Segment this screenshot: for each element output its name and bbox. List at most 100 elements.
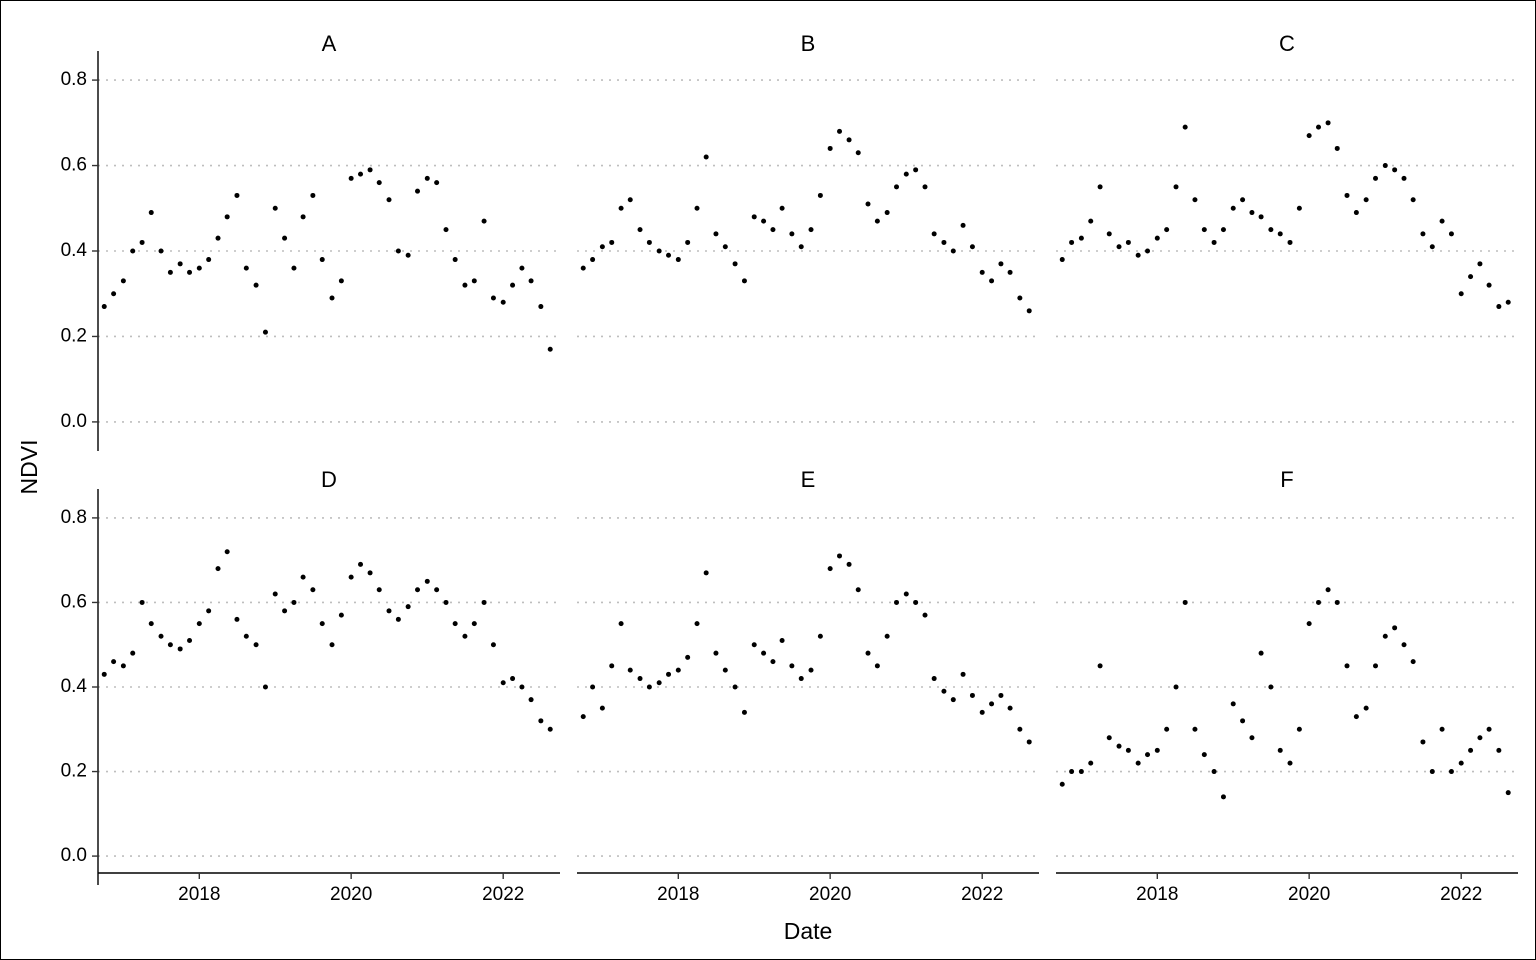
y-tick-label: 0.8 bbox=[61, 69, 87, 90]
data-point bbox=[1125, 239, 1131, 245]
data-point bbox=[618, 621, 624, 627]
data-point bbox=[1192, 726, 1198, 732]
data-point bbox=[969, 692, 975, 698]
data-point bbox=[685, 654, 691, 660]
x-tick-label: 2020 bbox=[1288, 884, 1330, 905]
data-point bbox=[424, 175, 430, 181]
data-point bbox=[415, 188, 421, 194]
y-tick-label: 0.0 bbox=[61, 411, 87, 432]
data-point bbox=[1173, 684, 1179, 690]
data-point bbox=[1296, 205, 1302, 211]
data-point bbox=[1468, 747, 1474, 753]
data-point bbox=[685, 239, 691, 245]
data-point bbox=[694, 205, 700, 211]
data-point bbox=[1220, 794, 1226, 800]
data-point bbox=[599, 244, 605, 250]
data-point bbox=[481, 218, 487, 224]
x-tick-label: 2022 bbox=[482, 884, 524, 905]
data-point bbox=[358, 171, 364, 177]
data-point bbox=[713, 231, 719, 237]
data-point bbox=[206, 608, 212, 614]
data-point bbox=[1373, 663, 1379, 669]
data-point bbox=[580, 714, 586, 720]
x-tick-label: 2022 bbox=[961, 884, 1003, 905]
data-point bbox=[827, 145, 833, 151]
data-point bbox=[1439, 218, 1445, 224]
data-point bbox=[1097, 184, 1103, 190]
data-point bbox=[969, 244, 975, 250]
data-point bbox=[434, 587, 440, 593]
data-point bbox=[761, 650, 767, 656]
y-tick-label: 0.4 bbox=[61, 240, 88, 261]
data-point bbox=[196, 621, 202, 627]
data-point bbox=[1116, 244, 1122, 250]
data-point bbox=[855, 587, 861, 593]
data-point bbox=[1382, 633, 1388, 639]
data-point bbox=[941, 688, 947, 694]
data-point bbox=[998, 261, 1004, 267]
data-point bbox=[903, 171, 909, 177]
data-point bbox=[148, 210, 154, 216]
x-tick-label: 2018 bbox=[657, 884, 699, 905]
data-point bbox=[272, 205, 278, 211]
data-point bbox=[1088, 218, 1094, 224]
data-point bbox=[950, 697, 956, 703]
data-point bbox=[618, 205, 624, 211]
data-point bbox=[846, 137, 852, 143]
x-tick-label: 2022 bbox=[1440, 884, 1482, 905]
data-point bbox=[741, 709, 747, 715]
data-point bbox=[979, 709, 985, 715]
data-point bbox=[224, 214, 230, 220]
data-point bbox=[789, 231, 795, 237]
data-point bbox=[666, 671, 672, 677]
data-point bbox=[367, 167, 373, 173]
data-point bbox=[1373, 175, 1379, 181]
data-point bbox=[1154, 747, 1160, 753]
data-point bbox=[510, 282, 516, 288]
data-point bbox=[395, 616, 401, 622]
data-point bbox=[1429, 769, 1435, 775]
data-point bbox=[1439, 726, 1445, 732]
data-point bbox=[779, 638, 785, 643]
data-point bbox=[215, 566, 221, 572]
data-point bbox=[319, 257, 325, 263]
data-point bbox=[694, 621, 700, 627]
data-point bbox=[1154, 235, 1160, 241]
data-point bbox=[111, 291, 117, 297]
data-point bbox=[874, 218, 880, 224]
data-point bbox=[1344, 663, 1350, 669]
y-tick-label: 0.0 bbox=[61, 845, 87, 866]
data-point bbox=[798, 244, 804, 250]
data-point bbox=[120, 278, 126, 284]
data-point bbox=[234, 616, 240, 622]
data-point bbox=[1220, 227, 1226, 233]
data-point bbox=[922, 612, 928, 618]
data-point bbox=[519, 265, 525, 271]
data-point bbox=[1211, 769, 1217, 775]
data-point bbox=[262, 684, 268, 690]
data-point bbox=[1429, 244, 1435, 250]
data-point bbox=[253, 282, 259, 288]
data-point bbox=[1458, 760, 1464, 766]
data-point bbox=[348, 175, 354, 181]
data-point bbox=[817, 192, 823, 198]
data-point bbox=[405, 604, 411, 610]
data-point bbox=[1325, 587, 1331, 593]
data-point bbox=[358, 561, 364, 567]
data-point bbox=[1249, 735, 1255, 741]
data-point bbox=[187, 638, 193, 643]
data-point bbox=[1448, 231, 1454, 237]
data-point bbox=[167, 269, 173, 275]
data-point bbox=[808, 227, 814, 233]
data-point bbox=[262, 329, 268, 335]
data-point bbox=[1164, 726, 1170, 732]
data-point bbox=[741, 278, 747, 284]
data-point bbox=[1401, 175, 1407, 181]
data-point bbox=[1316, 124, 1322, 130]
data-point bbox=[148, 621, 154, 627]
data-point bbox=[1017, 295, 1023, 301]
data-point bbox=[941, 239, 947, 245]
data-point bbox=[1353, 210, 1359, 216]
data-point bbox=[751, 214, 757, 220]
